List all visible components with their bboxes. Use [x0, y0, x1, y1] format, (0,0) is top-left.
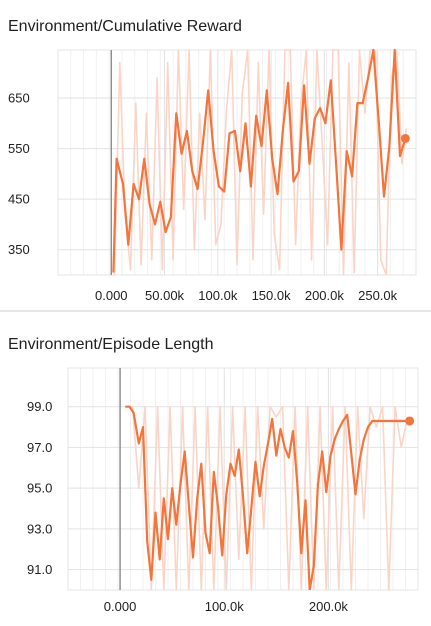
reward-y-tick-label: 650 — [8, 91, 30, 106]
episode-length-chart-title: Environment/Episode Length — [8, 336, 214, 353]
reward-x-tick-label: 100.0k — [198, 288, 238, 303]
length-y-tick-label: 95.0 — [27, 481, 52, 496]
reward-x-tick-label: 50.00k — [145, 288, 185, 303]
length-x-tick-label: 0.000 — [104, 599, 137, 614]
length-smoothed-series-line — [125, 405, 410, 590]
length-endpoint-marker — [405, 416, 415, 426]
reward-chart-panel: Environment/Cumulative Reward 350 450 550 6… — [0, 0, 431, 310]
length-y-tick-label: 93.0 — [27, 521, 52, 536]
reward-x-tick-label: 150.0k — [252, 288, 292, 303]
panel-divider — [0, 310, 431, 312]
reward-series-area — [112, 48, 408, 275]
episode-length-chart[interactable]: 91.0 93.0 95.0 97.0 99.0 0.000 100.0k 200.0k — [0, 318, 431, 626]
length-series-area — [125, 405, 410, 590]
length-x-tick-label: 200.0k — [309, 599, 349, 614]
reward-endpoint-marker — [400, 133, 410, 143]
reward-x-tick-label: 250.0k — [358, 288, 398, 303]
length-y-tick-label: 97.0 — [27, 440, 52, 455]
episode-length-chart-panel: Environment/Episode Length 91.0 93.0 95.0 9… — [0, 318, 431, 626]
length-y-tick-label: 91.0 — [27, 562, 52, 577]
reward-smoothed-series-line — [112, 48, 407, 273]
length-x-tick-label: 100.0k — [205, 599, 245, 614]
reward-x-tick-label: 200.0k — [305, 288, 345, 303]
reward-chart-title: Environment/Cumulative Reward — [8, 18, 242, 35]
reward-chart[interactable]: 350 450 550 650 0.000 50.00k 100.0k 150.0k 200.0… — [0, 0, 431, 310]
reward-y-tick-label: 450 — [8, 192, 30, 207]
reward-y-tick-label: 350 — [8, 242, 30, 257]
reward-plot-frame — [57, 49, 417, 276]
length-y-tick-label: 99.0 — [27, 399, 52, 414]
reward-raw-series-line — [113, 49, 408, 275]
length-plot-frame — [67, 367, 419, 591]
reward-x-tick-label: 0.000 — [95, 288, 128, 303]
reward-y-tick-label: 550 — [8, 141, 30, 156]
